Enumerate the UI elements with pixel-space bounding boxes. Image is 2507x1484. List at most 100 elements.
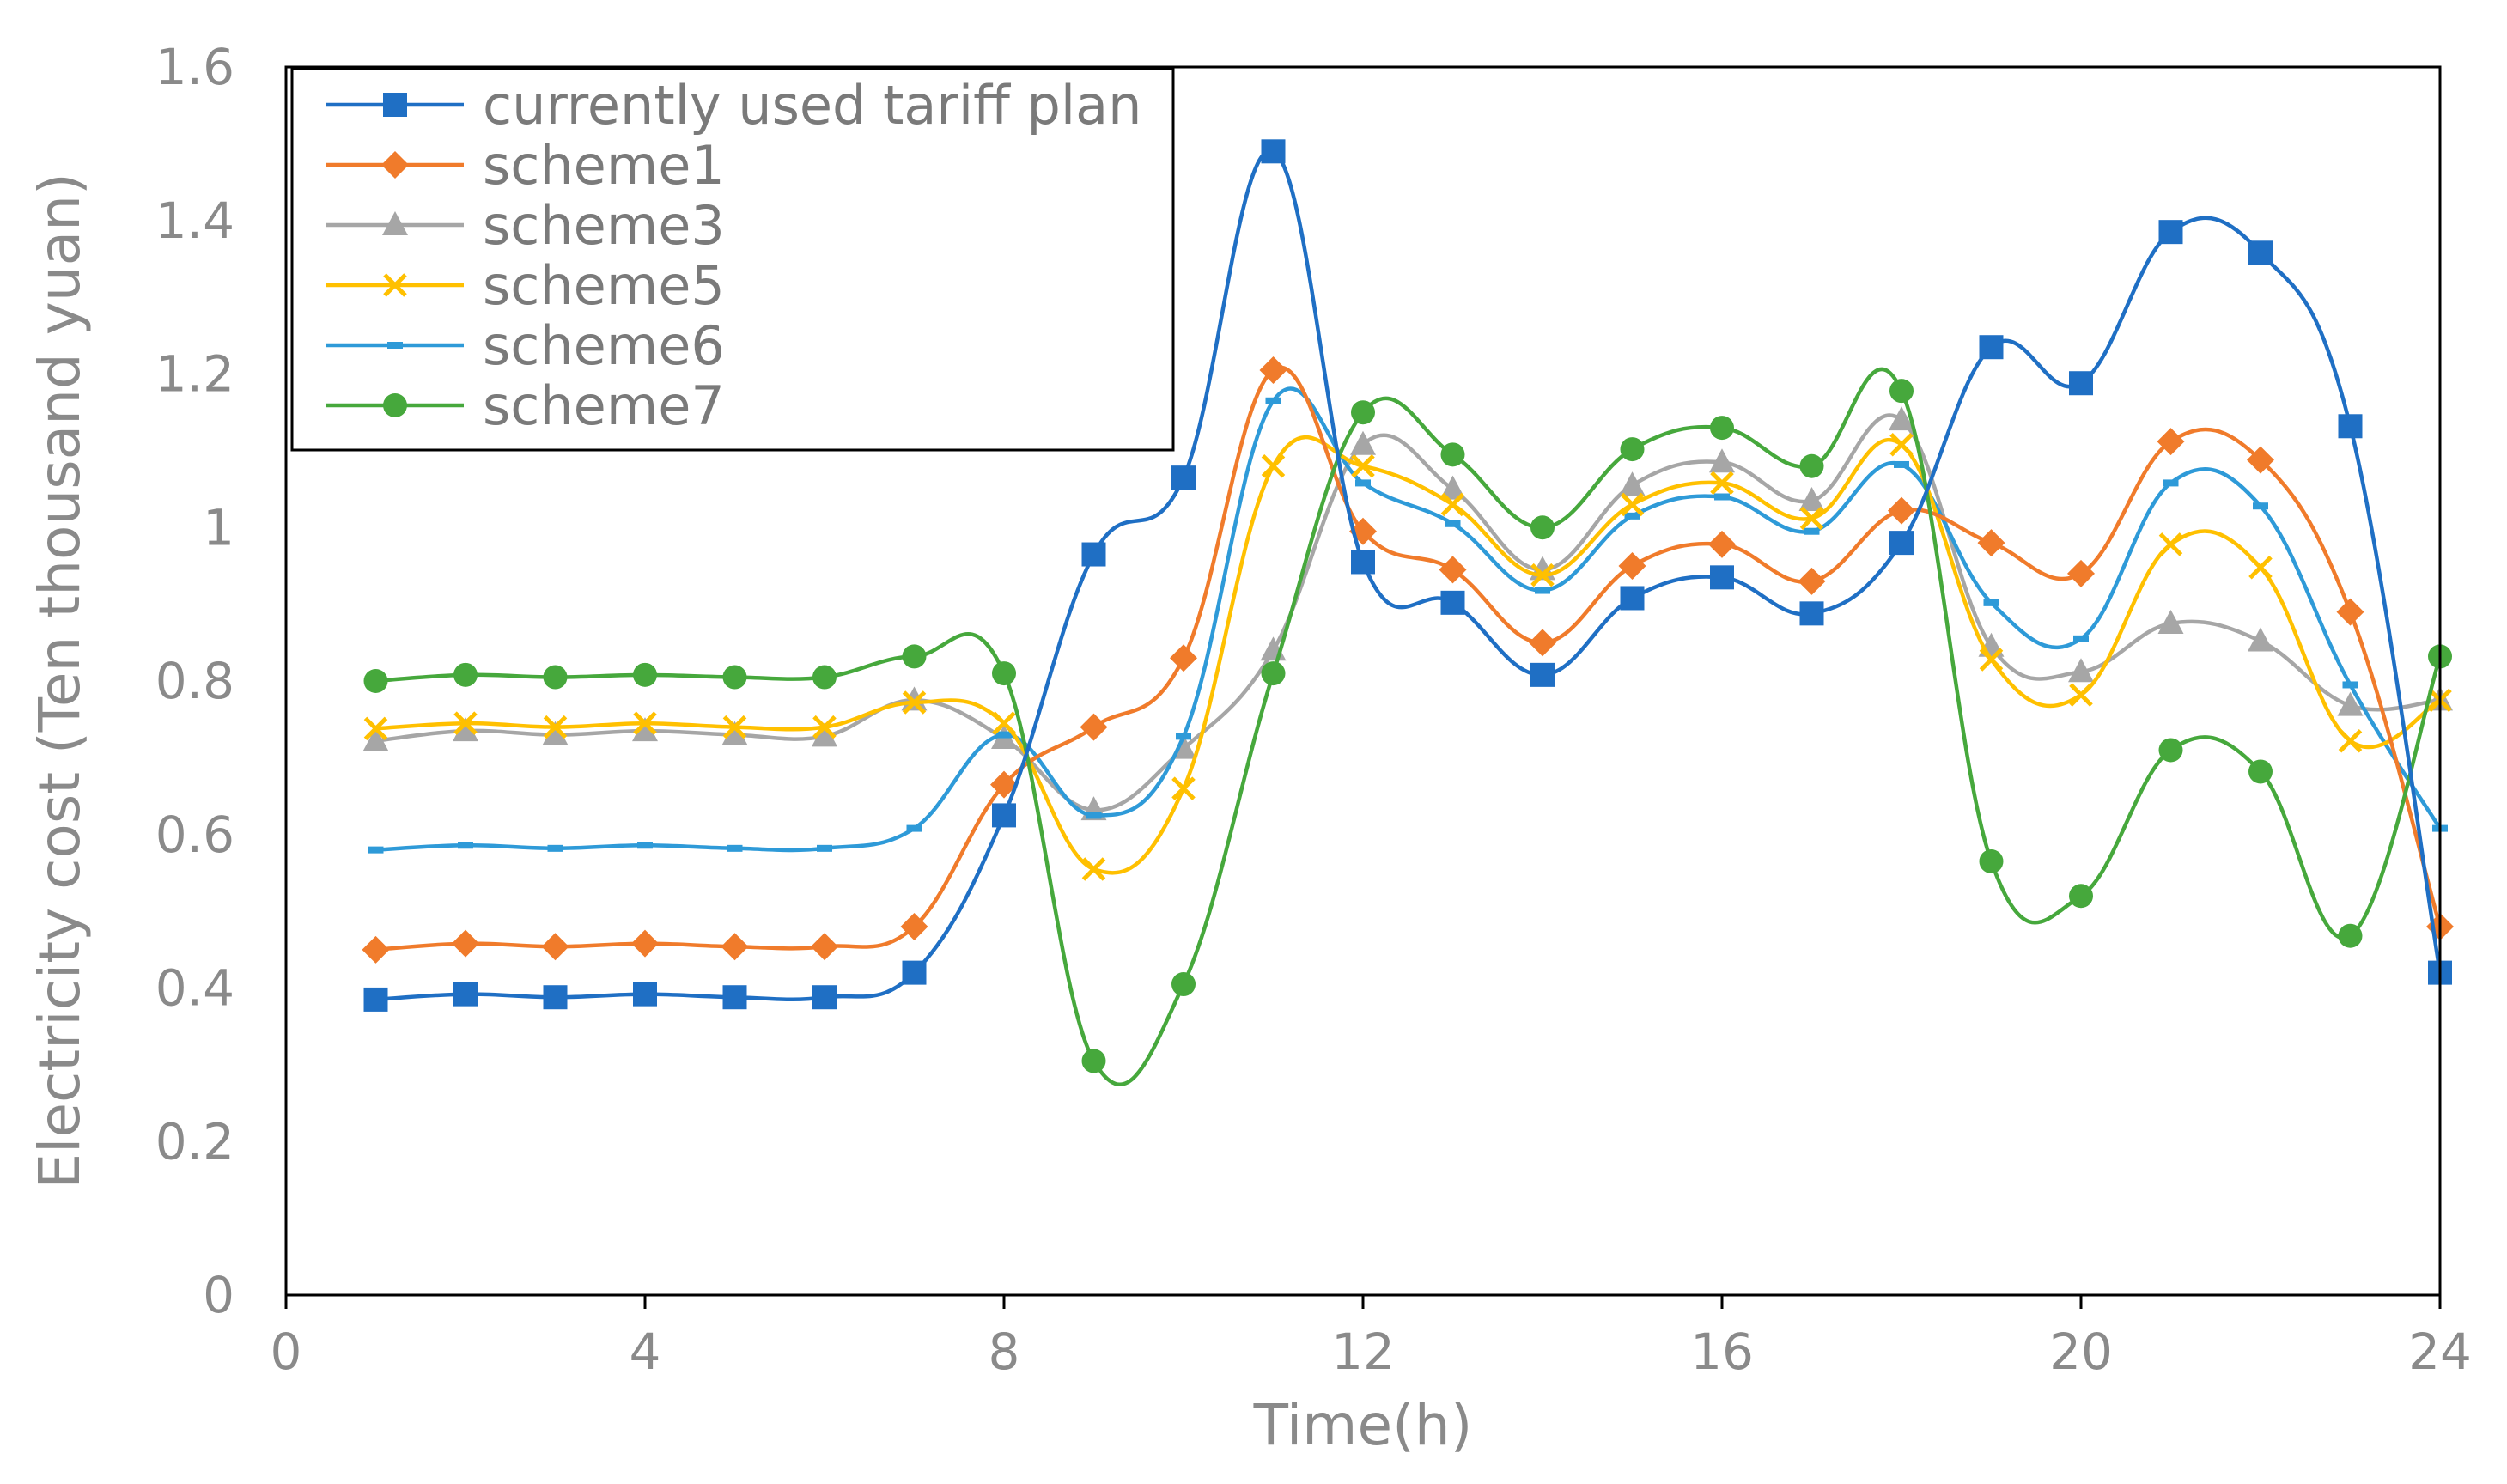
x-tick-label: 4 xyxy=(630,1323,661,1381)
legend-item: scheme7 xyxy=(326,374,725,437)
x-tick-label: 24 xyxy=(2408,1323,2472,1381)
data-point-marker xyxy=(632,717,658,742)
data-point-marker xyxy=(1261,661,1286,686)
data-point-marker xyxy=(2338,414,2363,439)
data-point-marker xyxy=(1894,460,1909,468)
data-point-marker xyxy=(452,929,479,958)
data-point-marker xyxy=(1351,453,1375,478)
data-point-marker xyxy=(1889,379,1914,404)
data-point-marker xyxy=(1171,972,1196,997)
data-point-marker xyxy=(2163,479,2179,487)
data-point-marker xyxy=(812,722,837,747)
legend-marker xyxy=(381,151,409,179)
series-line xyxy=(375,386,2442,853)
x-axis-title: Time(h) xyxy=(1253,1392,1473,1458)
data-point-marker xyxy=(1261,139,1286,164)
data-point-marker xyxy=(1081,1049,1106,1073)
data-point-marker xyxy=(992,803,1016,828)
data-point-marker xyxy=(633,711,657,735)
data-point-marker xyxy=(1979,648,2004,672)
data-point-marker xyxy=(1265,397,1281,404)
data-point-marker xyxy=(721,933,749,961)
series-scheme6 xyxy=(368,386,2448,854)
data-point-marker xyxy=(1889,406,1914,431)
data-point-marker xyxy=(2253,502,2268,510)
data-point-marker xyxy=(2069,371,2093,396)
y-tick-label: 0.2 xyxy=(155,1112,234,1171)
series-scheme1 xyxy=(362,356,2454,964)
data-point-marker xyxy=(2158,220,2183,245)
x-tick-label: 0 xyxy=(271,1323,302,1381)
data-point-marker xyxy=(1170,644,1197,672)
data-point-marker xyxy=(631,929,659,958)
data-point-marker xyxy=(1799,601,1824,626)
data-point-marker xyxy=(1979,849,2004,874)
data-point-marker xyxy=(2338,728,2363,753)
data-point-marker xyxy=(542,721,569,745)
data-point-marker xyxy=(2337,691,2364,716)
data-point-marker xyxy=(811,933,838,961)
data-point-marker xyxy=(1710,416,1734,441)
data-point-marker xyxy=(2247,446,2274,474)
data-point-marker xyxy=(1530,515,1555,540)
data-point-marker xyxy=(722,985,747,1010)
y-tick-label: 0.6 xyxy=(155,806,234,864)
data-point-marker xyxy=(1355,479,1371,487)
legend-marker xyxy=(383,273,407,297)
data-point-marker xyxy=(2248,555,2273,580)
data-point-marker xyxy=(1081,857,1106,881)
data-point-marker xyxy=(1440,492,1465,517)
legend-label: currently used tariff plan xyxy=(483,74,1141,137)
data-point-marker xyxy=(902,690,927,715)
legend-item: scheme5 xyxy=(326,254,725,317)
data-point-marker xyxy=(722,665,747,690)
data-point-marker xyxy=(1798,567,1826,595)
data-point-marker xyxy=(992,711,1016,735)
data-point-marker xyxy=(1889,432,1914,457)
data-point-marker xyxy=(1710,471,1734,496)
data-point-marker xyxy=(1889,531,1914,556)
legend-label: scheme6 xyxy=(483,314,725,377)
data-point-marker xyxy=(1530,662,1555,687)
series-currently-used-tariff-plan xyxy=(363,139,2452,1012)
data-point-marker xyxy=(633,982,657,1007)
series-layer xyxy=(362,139,2454,1086)
data-point-marker xyxy=(902,644,927,669)
legend-item: currently used tariff plan xyxy=(326,74,1141,137)
data-point-marker xyxy=(2338,923,2363,948)
legend-label: scheme5 xyxy=(483,254,725,317)
data-point-marker xyxy=(2248,759,2273,784)
data-point-marker xyxy=(1261,453,1286,478)
x-tick-label: 16 xyxy=(1690,1323,1754,1381)
data-point-marker xyxy=(900,913,928,940)
data-point-marker xyxy=(2069,884,2093,909)
data-point-marker xyxy=(363,669,388,693)
data-point-marker xyxy=(1618,551,1646,580)
data-point-marker xyxy=(2336,598,2364,626)
data-point-marker xyxy=(812,985,837,1010)
axis-layer: 0 4 8 12 16 20 24 0 0.2 0.4 0.6 0.8 1 1.2 1.4 1.6 xyxy=(155,38,2472,1381)
data-point-marker xyxy=(1259,356,1287,385)
data-point-marker xyxy=(1086,812,1102,819)
data-point-marker xyxy=(2248,627,2273,652)
data-point-marker xyxy=(902,960,927,985)
y-tick-label: 0 xyxy=(203,1266,234,1324)
data-point-marker xyxy=(1529,629,1556,657)
series-scheme7 xyxy=(363,367,2452,1086)
legend-box xyxy=(290,67,1175,452)
data-point-marker xyxy=(633,662,657,687)
data-point-marker xyxy=(990,770,1018,799)
legend-item: scheme1 xyxy=(326,134,725,197)
x-tick-label: 8 xyxy=(989,1323,1020,1381)
data-point-marker xyxy=(1440,590,1465,615)
data-point-marker xyxy=(2069,683,2093,707)
data-point-marker xyxy=(906,824,922,832)
x-tick-label: 12 xyxy=(1331,1323,1395,1381)
data-point-marker xyxy=(363,987,388,1012)
data-point-marker xyxy=(722,715,747,739)
legend-label: scheme3 xyxy=(483,194,725,257)
data-point-marker xyxy=(1708,530,1736,558)
legend-item: scheme3 xyxy=(326,194,725,257)
data-point-marker xyxy=(2158,738,2183,763)
